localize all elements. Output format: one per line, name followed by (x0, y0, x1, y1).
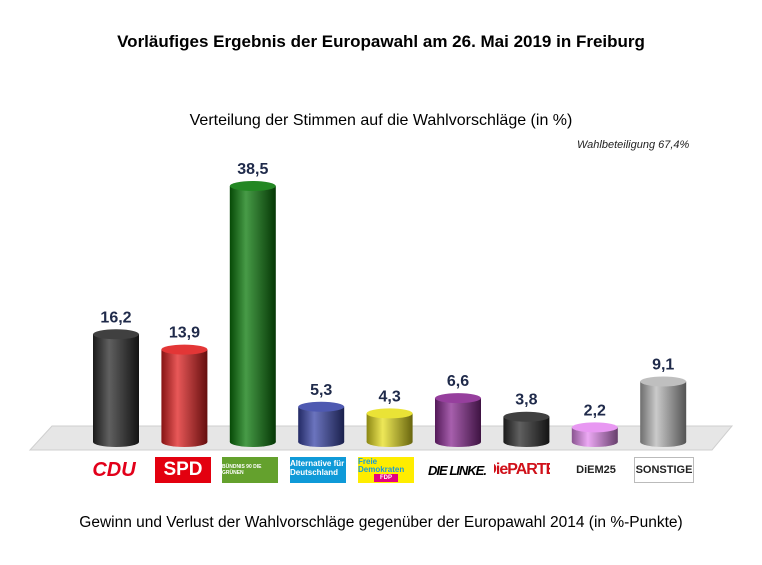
data-label: 3,8 (515, 392, 537, 409)
bar-DIE LINKE. (435, 393, 481, 447)
data-label: 4,3 (378, 388, 400, 405)
logo-linke: DIE LINKE. (428, 462, 487, 478)
bar-AfD (298, 401, 345, 447)
bar-FDP (366, 408, 413, 447)
data-label: 5,3 (310, 382, 332, 399)
bar-GRÜNE (229, 181, 276, 447)
data-label: 6,6 (447, 373, 469, 390)
data-label: 13,9 (169, 325, 200, 342)
footer-text: Gewinn und Verlust der Wahlvorschläge ge… (79, 514, 683, 531)
turnout-annotation: Wahlbeteiligung 67,4% (577, 139, 690, 151)
logo-cdu: CDU (92, 458, 136, 481)
fdp-text: Freie Demokraten (358, 457, 405, 474)
bar-CDU (93, 329, 139, 447)
fdp-tag: FDP (374, 474, 398, 482)
bar-DiEM25 (571, 422, 618, 447)
data-label: 38,5 (237, 161, 268, 178)
chart-subtitle: Verteilung der Stimmen auf die Wahlvorsc… (189, 112, 573, 129)
chart-title: Vorläufiges Ergebnis der Europawahl am 2… (117, 32, 645, 51)
logo-diem25: DiEM25 (576, 464, 616, 476)
logo-sonstige: SONSTIGE (634, 457, 694, 483)
logo-spd: SPD (155, 457, 211, 483)
logo-afd: Alternative für Deutschland (290, 457, 346, 483)
bar-SPD (161, 344, 208, 447)
data-label: 2,2 (584, 402, 606, 419)
bar-SONSTIGE (640, 376, 687, 447)
bar-Die PARTEI (503, 411, 550, 447)
logo-gruene: BÜNDNIS 90 DIE GRÜNEN (222, 457, 278, 483)
logo-partei: DiePARTEI (494, 461, 550, 478)
logo-fdp: Freie Demokraten FDP (358, 457, 414, 483)
bar-plot: 16,2 13,9 38,5 5,3 4,3 6,6 3,8 2,2 9,1 (28, 161, 734, 451)
data-label: 16,2 (100, 309, 131, 326)
data-label: 9,1 (652, 356, 674, 373)
